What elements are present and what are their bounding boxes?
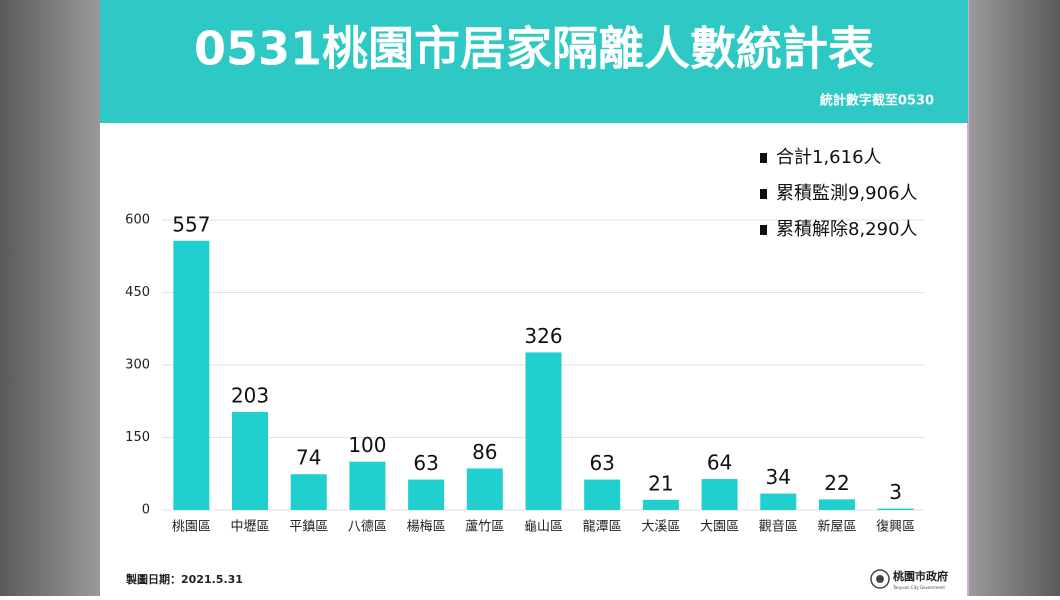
data-label: 326	[524, 324, 562, 348]
logo-subtext: Taoyuan City Government	[892, 585, 945, 590]
logo-icon	[876, 575, 884, 583]
x-tick-label: 復興區	[876, 519, 915, 535]
data-label: 22	[824, 471, 849, 495]
data-label: 86	[472, 440, 497, 464]
bullet	[760, 153, 767, 163]
data-label: 100	[348, 433, 386, 457]
logo-icon	[870, 569, 890, 589]
footer-date: 製圖日期：2021.5.31	[125, 572, 243, 586]
y-tick-label: 150	[125, 430, 150, 445]
chart-subtitle: 統計數字截至0530	[820, 93, 934, 109]
bar	[290, 474, 327, 510]
data-label: 34	[766, 465, 791, 489]
x-tick-label: 大溪區	[641, 520, 680, 535]
bar	[525, 352, 562, 510]
x-tick-label: 桃園區	[172, 520, 211, 535]
data-label: 557	[172, 212, 210, 236]
y-tick-label: 450	[125, 285, 150, 300]
logo-text: 桃園市政府	[893, 569, 948, 583]
x-tick-label: 中壢區	[231, 520, 270, 535]
header	[100, 0, 968, 123]
annotation: 累積解除8,290人	[776, 219, 918, 240]
data-label: 63	[413, 451, 438, 475]
bar	[173, 240, 210, 511]
bar	[818, 499, 855, 510]
data-label: 203	[231, 383, 269, 407]
bar	[642, 499, 679, 510]
y-tick-label: 0	[142, 503, 150, 518]
data-label: 21	[648, 471, 673, 495]
bar	[349, 461, 386, 510]
data-label: 63	[589, 451, 614, 475]
bar	[584, 479, 621, 510]
x-tick-label: 龜山區	[524, 520, 563, 535]
x-tick-label: 楊梅區	[407, 519, 446, 535]
bar	[232, 411, 269, 510]
y-tick-label: 600	[125, 213, 150, 228]
x-tick-label: 新屋區	[817, 519, 856, 535]
bar	[408, 479, 445, 510]
bullet	[760, 225, 767, 235]
x-tick-label: 龍潭區	[583, 519, 622, 535]
data-label: 64	[707, 451, 732, 475]
bar	[760, 493, 797, 510]
annotation: 累積監測9,906人	[776, 183, 918, 204]
data-label: 74	[296, 446, 321, 470]
bullet	[760, 189, 767, 199]
x-tick-label: 平鎮區	[289, 519, 328, 535]
bar	[701, 479, 738, 510]
x-tick-label: 大園區	[700, 520, 739, 535]
x-tick-label: 蘆竹區	[465, 520, 504, 535]
y-tick-label: 300	[125, 358, 150, 373]
data-label: 3	[889, 480, 902, 504]
bar	[877, 508, 914, 510]
annotation: 合計1,616人	[776, 147, 882, 168]
chart-title: 0531桃園市居家隔離人數統計表	[194, 22, 874, 76]
x-tick-label: 八德區	[348, 520, 387, 535]
x-tick-label: 觀音區	[759, 519, 798, 535]
side-background	[0, 0, 100, 596]
side-background	[969, 0, 1060, 596]
bar	[466, 468, 503, 510]
